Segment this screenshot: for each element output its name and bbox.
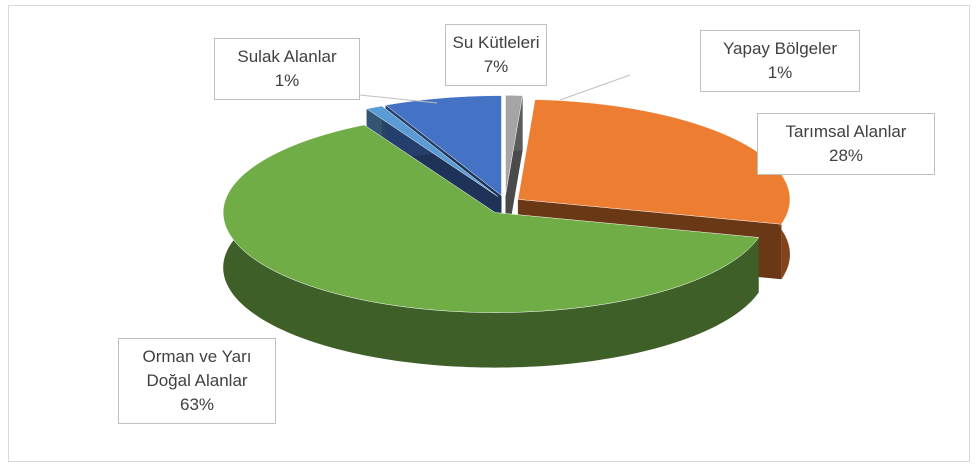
data-label: Sulak Alanlar 1% [214, 38, 360, 100]
slice [366, 105, 498, 197]
label-value: 1% [274, 71, 300, 90]
slice [222, 124, 760, 313]
label-name: Sulak Alanlar [237, 47, 337, 66]
label-value: 7% [483, 57, 509, 76]
data-label: Orman ve Yarı Doğal Alanlar 63% [118, 338, 276, 424]
leader-line [359, 94, 438, 104]
slice [385, 95, 502, 197]
leader-lines [359, 74, 631, 104]
label-value: 1% [767, 63, 793, 82]
label-name: Yapay Bölgeler [722, 39, 838, 58]
slice-wall [223, 124, 759, 368]
label-value: 63% [179, 395, 215, 414]
label-name: Orman ve Yarı Doğal Alanlar [142, 347, 252, 390]
data-label: Yapay Bölgeler 1% [700, 30, 860, 92]
label-name: Su Kütleleri [452, 33, 540, 52]
label-value: 28% [828, 146, 864, 165]
data-label: Tarımsal Alanlar 28% [757, 113, 935, 175]
leader-line [559, 74, 631, 101]
slice [505, 95, 523, 196]
label-name: Tarımsal Alanlar [785, 122, 907, 141]
data-label: Su Kütleleri 7% [445, 24, 547, 86]
slice [517, 99, 791, 225]
